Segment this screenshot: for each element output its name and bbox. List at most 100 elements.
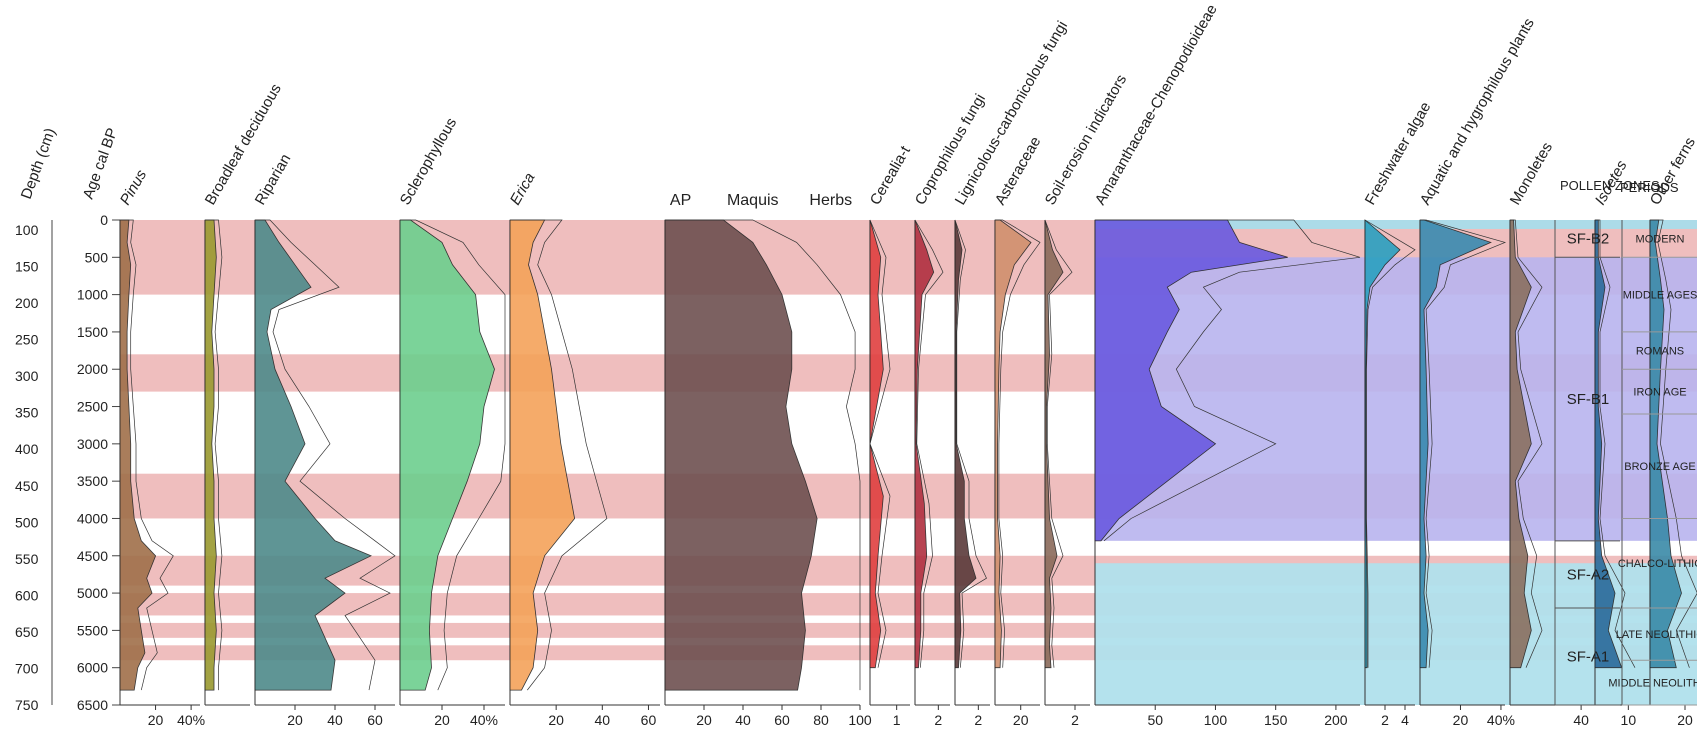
series-outline: [510, 219, 608, 691]
x-tick-label: 60: [367, 712, 383, 728]
x-tick-label: 2: [934, 712, 942, 728]
series-label: Coprophilous fungi: [912, 91, 989, 208]
series-area: [1594, 219, 1623, 669]
series-outline: [400, 219, 506, 691]
depth-tick-label: 200: [15, 295, 39, 311]
series-area: [914, 219, 935, 669]
x-tick-label: 20: [1013, 712, 1029, 728]
x-tick-label: 20: [1677, 712, 1693, 728]
x-tick-label: 40: [735, 712, 751, 728]
series-outline: [1095, 219, 1361, 542]
pollen-zones: SF-B2 SF-B1 SF-A2 SF-A1: [1554, 220, 1620, 706]
x-tick-label: 100: [1204, 712, 1228, 728]
series-label: AP: [670, 192, 691, 209]
depth-axis-title: Depth (cm): [18, 126, 59, 202]
x-tick-label: 60: [774, 712, 790, 728]
series-label: Maquis: [727, 192, 779, 209]
series-area: [1364, 219, 1401, 669]
pollen-zones-label: POLLEN ZONES: [1560, 178, 1660, 193]
series-label: Erica: [507, 170, 539, 208]
depth-tick-label: 350: [15, 405, 39, 421]
series-area: [509, 219, 576, 691]
period-label: MIDDLE AGES: [1623, 290, 1697, 302]
series-outline: [1420, 219, 1507, 668]
zone-label: SF-B2: [1567, 231, 1610, 248]
x-tick-label: 4: [1401, 712, 1409, 728]
series-outline: [995, 219, 1041, 668]
series-outline: [255, 219, 396, 691]
x-tick-label: 40: [1573, 712, 1589, 728]
x-tick-label: 2: [974, 712, 982, 728]
period-label: MIDDLE NEOLITHIC: [1608, 678, 1697, 690]
series-panel-erica: 20 40 60 Erica: [507, 170, 660, 728]
depth-tick-label: 700: [15, 660, 39, 676]
zone-label: SF-A2: [1567, 566, 1610, 583]
series-area: [399, 219, 495, 691]
series-outline: [869, 219, 891, 668]
series-area: [994, 219, 1032, 669]
depth-tick-label: 300: [15, 368, 39, 384]
period-label: LATE NEOLITHIC: [1616, 629, 1697, 641]
period-label: IRON AGE: [1633, 387, 1686, 399]
series-outline: [1364, 219, 1416, 668]
series-outline: [914, 219, 944, 668]
series-outline: [665, 219, 861, 691]
depth-tick-label: 450: [15, 478, 39, 494]
x-tick-label: 60: [641, 712, 657, 728]
series-area: [1509, 219, 1532, 669]
x-tick-label: 40: [595, 712, 611, 728]
age-tick-label: 0: [100, 212, 108, 228]
period-label: BRONZE AGE: [1624, 461, 1696, 473]
series-outline: [1650, 219, 1697, 668]
depth-tick-label: 150: [15, 259, 39, 275]
periods-label: PERIODS: [1620, 180, 1679, 195]
depth-tick-label: 750: [15, 697, 39, 713]
age-tick-label: 1000: [77, 287, 108, 303]
x-tick-label: 20: [696, 712, 712, 728]
series-label: Monoletes: [1507, 140, 1556, 208]
series-outline: [954, 219, 987, 668]
series-area: [664, 219, 818, 691]
series-area: [204, 219, 217, 691]
series-outline: [120, 219, 174, 691]
axes: 100 150 200 250 300 350 400 450 500 550 600 650 700 7…: [15, 212, 120, 713]
age-tick-label: 500: [85, 249, 109, 265]
x-tick-label: 40%: [470, 712, 498, 728]
age-tick-label: 2500: [77, 399, 108, 415]
depth-tick-label: 500: [15, 514, 39, 530]
age-tick-label: 4000: [77, 510, 108, 526]
x-tick-label: 20: [434, 712, 450, 728]
x-tick-label: 2: [1381, 712, 1389, 728]
x-tick-label: 40%: [177, 712, 205, 728]
series-area: [254, 219, 372, 691]
depth-tick-label: 250: [15, 332, 39, 348]
age-tick-label: 6000: [77, 660, 108, 676]
zone-label: SF-B1: [1567, 391, 1610, 408]
period-label: ROMANS: [1636, 346, 1684, 358]
depth-tick-label: 100: [15, 222, 39, 238]
periods: MODERN MIDDLE AGES ROMANS IRON AGE BRONZE AG…: [1608, 220, 1697, 706]
x-tick-label: 40%: [1487, 712, 1515, 728]
x-tick-label: 10: [1621, 712, 1637, 728]
series-outline: [1044, 219, 1073, 668]
zone-label: SF-A1: [1567, 649, 1610, 666]
series-label: Sclerophyllous: [397, 115, 461, 208]
series-label: Herbs: [809, 192, 852, 209]
series-outline: [1510, 219, 1543, 668]
period-label: CHALCO-LITHIC: [1618, 558, 1697, 570]
age-tick-label: 1500: [77, 324, 108, 340]
age-tick-label: 3500: [77, 473, 108, 489]
x-tick-label: 20: [1453, 712, 1469, 728]
x-tick-label: 80: [813, 712, 829, 728]
depth-tick-label: 650: [15, 624, 39, 640]
age-tick-label: 6500: [77, 697, 108, 713]
age-tick-label: 4500: [77, 548, 108, 564]
series-outline: [1595, 219, 1636, 668]
x-tick-label: 40: [327, 712, 343, 728]
zone-fill-top: [1095, 220, 1697, 229]
x-tick-label: 200: [1324, 712, 1348, 728]
series-area: [119, 219, 157, 691]
age-tick-label: 5500: [77, 622, 108, 638]
series-label: Other ferns: [1647, 135, 1697, 208]
